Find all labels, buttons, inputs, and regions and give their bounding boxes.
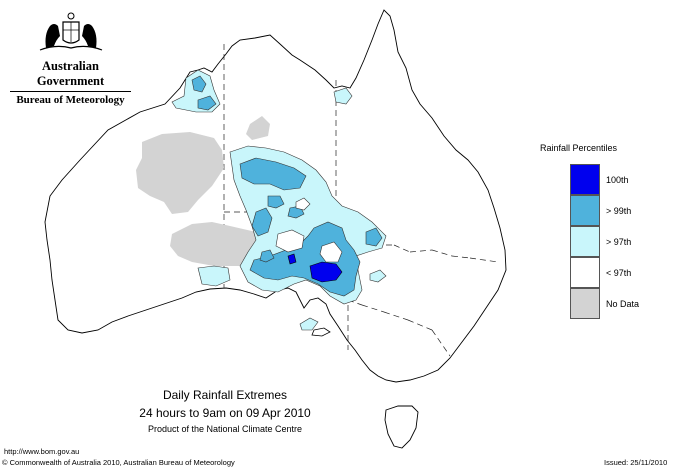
- below-97th-patches: [275, 197, 343, 263]
- government-logo: Australian Government Bureau of Meteorol…: [8, 10, 133, 106]
- legend-label: > 97th: [606, 236, 632, 247]
- legend-item-below-97th: < 97th: [540, 257, 650, 288]
- legend-swatch: [570, 226, 600, 257]
- legend-swatch: [570, 257, 600, 288]
- caption-title: Daily Rainfall Extremes: [162, 388, 288, 402]
- caption-period: 24 hours to 9am on 09 Apr 2010: [139, 406, 311, 420]
- tasmania: [384, 405, 419, 449]
- legend-swatch: [570, 164, 600, 195]
- bureau-name: Bureau of Meteorology: [16, 94, 125, 106]
- percentile-100th-regions: [287, 253, 343, 283]
- legend-item-no-data: No Data: [540, 288, 650, 319]
- legend-title: Rainfall Percentiles: [540, 143, 618, 153]
- legend-swatch: [570, 288, 600, 319]
- legend-label: 100th: [606, 174, 629, 185]
- coat-of-arms-icon: [39, 12, 102, 51]
- legend-swatch: [570, 195, 600, 226]
- legend-label: No Data: [606, 298, 640, 309]
- government-name: Australian Government: [36, 59, 105, 88]
- map-caption: Daily Rainfall Extremes 24 hours to 9am …: [120, 386, 330, 436]
- footer-url[interactable]: http://www.bom.gov.au: [4, 447, 80, 456]
- kangaroo-island: [311, 327, 331, 337]
- legend-label: > 99th: [606, 205, 632, 216]
- legend-label: < 97th: [606, 267, 632, 278]
- footer-copyright: © Commonwealth of Australia 2010, Austra…: [2, 458, 235, 467]
- legend-item-99th: > 99th: [540, 195, 650, 226]
- legend-item-100th: 100th: [540, 164, 650, 195]
- logo-divider: [10, 91, 131, 92]
- footer-issued: Issued: 25/11/2010: [604, 458, 668, 467]
- caption-product: Product of the National Climate Centre: [147, 424, 303, 434]
- legend: Rainfall Percentiles 100th > 99th > 97th…: [540, 143, 650, 319]
- legend-item-97th: > 97th: [540, 226, 650, 257]
